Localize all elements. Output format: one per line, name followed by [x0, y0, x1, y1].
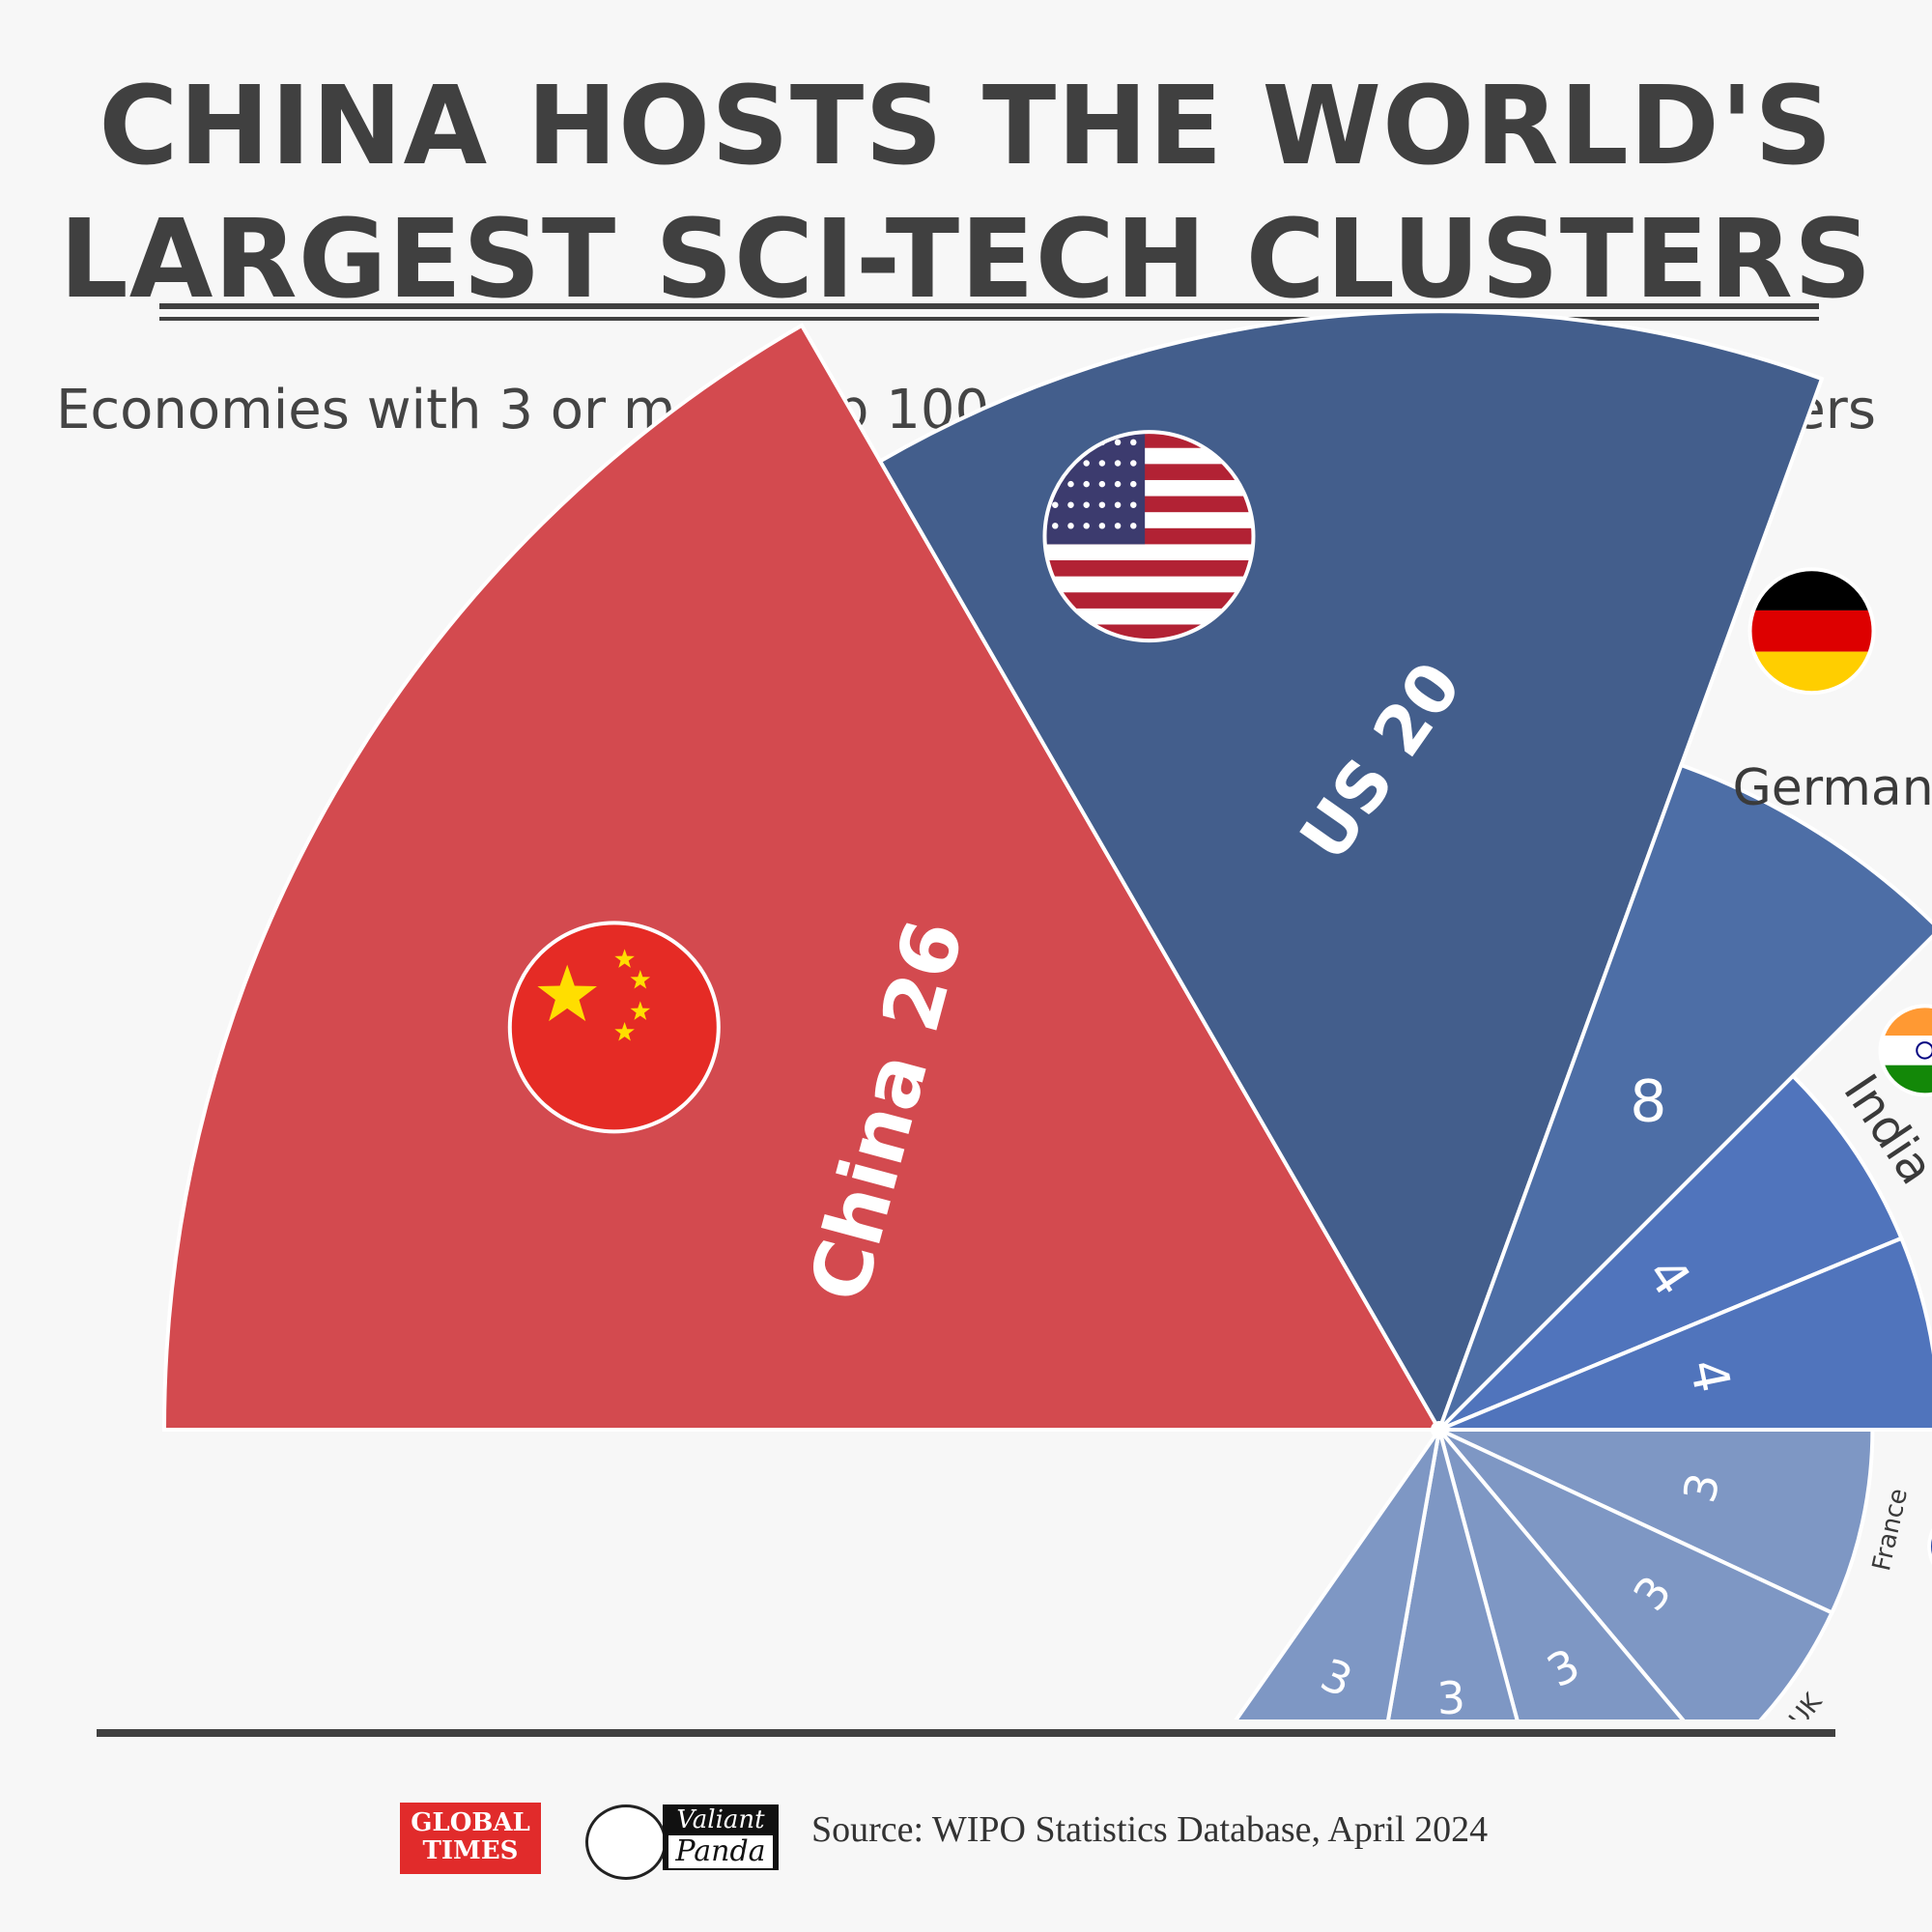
chart-center-dot — [1431, 1421, 1448, 1438]
global-times-logo: GLOBAL TIMES — [400, 1803, 541, 1874]
footer-divider — [97, 1729, 1835, 1737]
category-label-france: France — [1867, 1486, 1914, 1574]
category-label-uk: UK — [1784, 1688, 1829, 1719]
sector-skorea — [1438, 1236, 1932, 1432]
china-flag-icon — [509, 923, 719, 1132]
page-title: CHINA HOSTS THE WORLD'S LARGEST SCI-TECH… — [0, 60, 1932, 327]
sector-canada — [1386, 1429, 1520, 1719]
sector-china — [161, 323, 1443, 1432]
title-line-1: CHINA HOSTS THE WORLD'S — [99, 64, 1833, 189]
logo-line-1: GLOBAL — [411, 1808, 530, 1837]
title-underline-thin — [159, 317, 1819, 321]
source-note: Source: WIPO Statistics Database, April … — [811, 1809, 1489, 1850]
category-label-germany: Germany — [1732, 759, 1932, 817]
logo-line-2: Panda — [668, 1835, 773, 1868]
sector-france — [1438, 1428, 1875, 1616]
valiant-panda-logo: Valiant Panda — [585, 1799, 779, 1880]
valiant-panda-wordmark: Valiant Panda — [663, 1804, 779, 1870]
value-label-canada: 3 — [1435, 1671, 1466, 1719]
sector-india — [1437, 1073, 1904, 1432]
title-line-2: LARGEST SCI-TECH CLUSTERS — [59, 197, 1873, 323]
sector-uk — [1437, 1428, 1835, 1719]
sector-germany — [1437, 762, 1932, 1432]
sector-australia — [1234, 1428, 1441, 1719]
logo-line-2: TIMES — [422, 1836, 519, 1865]
sector-japan — [1437, 1428, 1686, 1719]
logo-line-1: Valiant — [676, 1805, 765, 1834]
panda-icon — [585, 1804, 667, 1880]
value-label-germany: 8 — [1630, 1067, 1666, 1135]
title-underline — [159, 303, 1819, 309]
